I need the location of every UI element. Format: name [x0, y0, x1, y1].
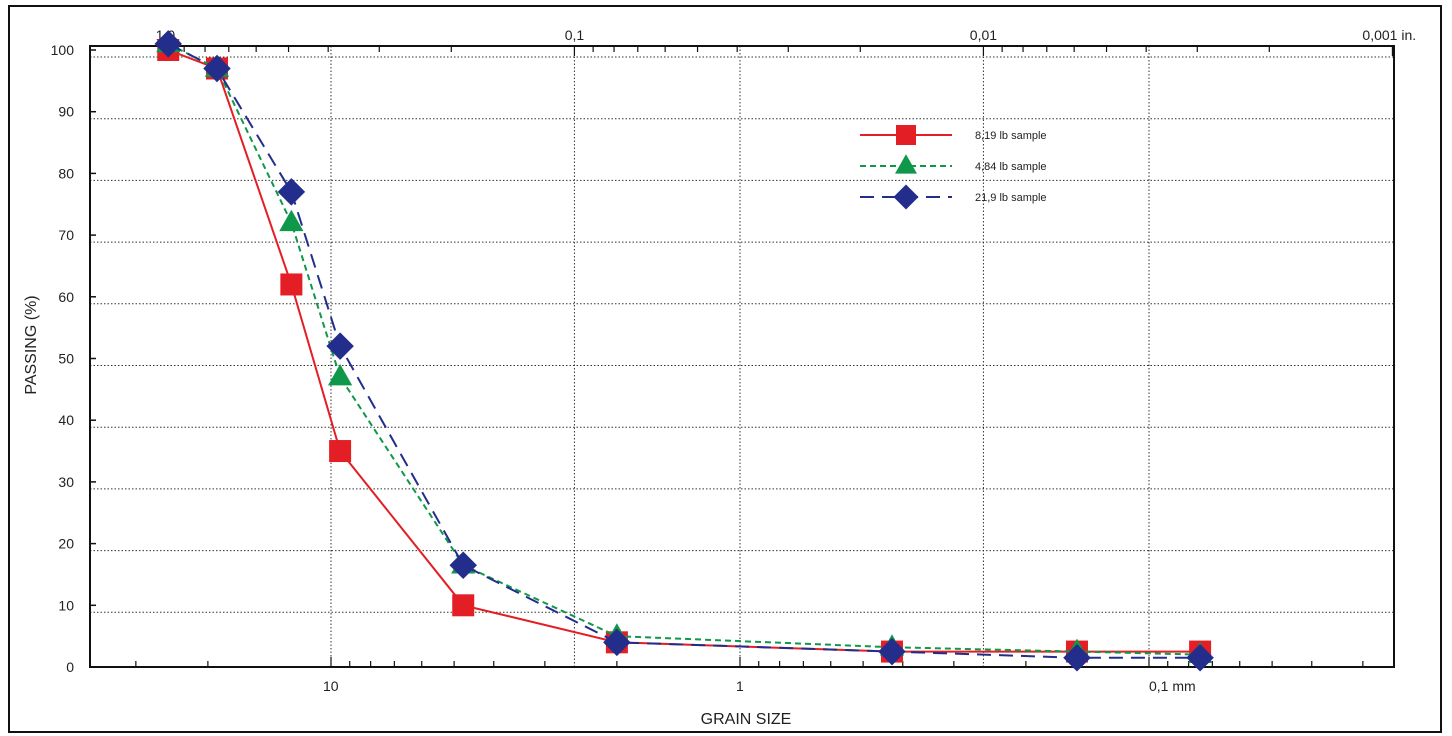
series-layer — [154, 30, 1214, 672]
marker-diamond — [154, 30, 182, 58]
x-axis-title: GRAIN SIZE — [701, 711, 792, 728]
y-tick-label: 60 — [58, 289, 74, 305]
x-tick-label-top: 0,1 — [565, 27, 585, 43]
y-tick-label: 70 — [58, 227, 74, 243]
y-tick-label: 20 — [58, 536, 74, 552]
marker-diamond — [878, 637, 906, 666]
x-tick-label-bottom: 1 — [736, 678, 744, 694]
x-tick-label-top: 0,001 in. — [1362, 27, 1416, 43]
marker-square — [452, 594, 475, 617]
marker-triangle — [328, 364, 353, 386]
y-tick-label: 10 — [58, 597, 74, 613]
y-tick-label: 40 — [58, 412, 74, 428]
marker-square — [280, 273, 303, 296]
y-tick-label: 0 — [66, 659, 74, 675]
y-tick-label: 50 — [58, 351, 74, 367]
y-tick-label: 90 — [58, 104, 74, 120]
marker-diamond — [277, 178, 306, 206]
x-tick-label-bottom: 0,1 mm — [1149, 678, 1196, 694]
y-axis-title: PASSING (%) — [23, 295, 40, 394]
legend-label: 21,9 lb sample — [975, 192, 1047, 204]
x-tick-label-bottom: 10 — [323, 678, 339, 694]
y-tick-label: 100 — [51, 42, 75, 58]
marker-diamond — [1063, 643, 1091, 672]
plot-area — [89, 45, 1395, 668]
marker-diamond — [203, 54, 231, 83]
marker-diamond — [603, 628, 631, 657]
marker-diamond — [1186, 643, 1214, 672]
marker-diamond — [449, 551, 477, 579]
marker-diamond — [326, 332, 354, 360]
series-diamond — [154, 30, 1214, 672]
series-triangle — [156, 30, 1213, 664]
marker-diamond — [893, 184, 919, 210]
legend-label: 4,84 lb sample — [975, 161, 1047, 173]
legend-label: 8,19 lb sample — [975, 130, 1047, 142]
marker-square — [896, 125, 916, 145]
y-tick-label: 30 — [58, 474, 74, 490]
chart-frame — [8, 5, 1442, 733]
legend: 8,19 lb sample 4,84 lb sample 21,9 lb samp… — [860, 125, 1047, 210]
grid-lines — [90, 46, 1394, 667]
series-square — [157, 39, 1212, 663]
y-tick-label: 80 — [58, 165, 74, 181]
axis-ticks — [90, 46, 1394, 668]
marker-triangle — [279, 209, 304, 232]
marker-triangle — [895, 154, 917, 174]
x-tick-label-top: 0,01 — [970, 27, 997, 43]
marker-square — [329, 440, 352, 463]
